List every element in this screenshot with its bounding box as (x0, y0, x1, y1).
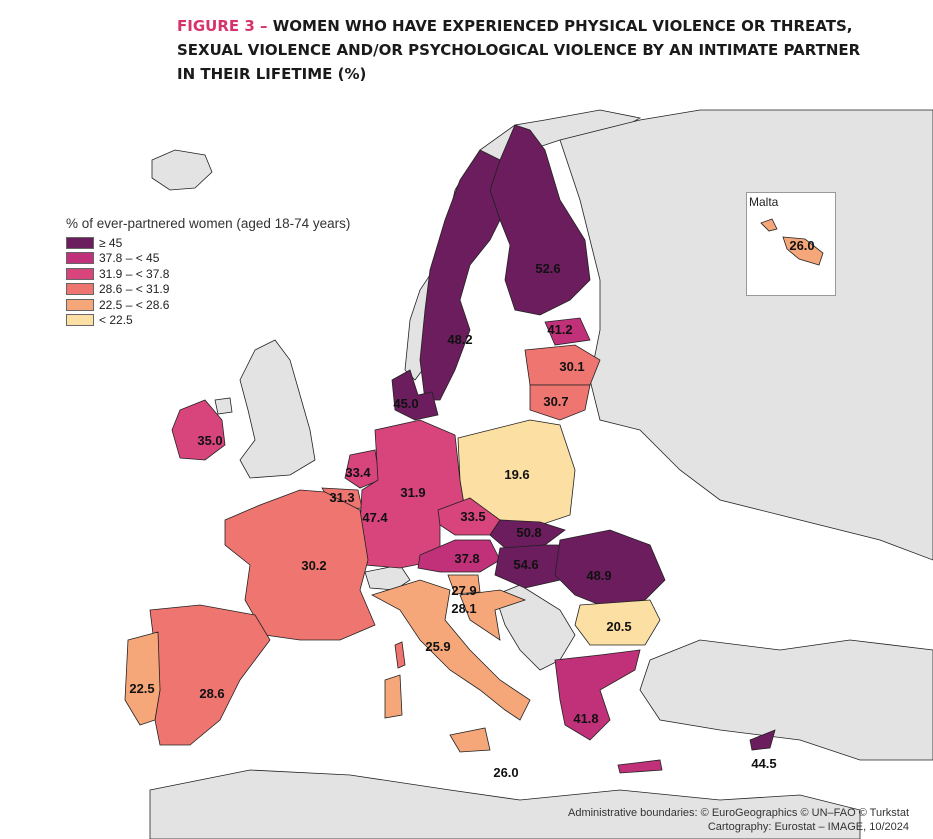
north-africa-shape (149, 769, 861, 839)
figure-label: FIGURE 3 – (177, 17, 273, 35)
value-estonia: 41.2 (547, 322, 572, 337)
france-shape (224, 489, 376, 641)
value-poland: 19.6 (504, 467, 529, 482)
bulgaria-shape (574, 599, 661, 646)
corsica-shape (394, 641, 406, 669)
value-portugal: 22.5 (129, 681, 154, 696)
footer-line-2: Cartography: Eurostat – IMAGE, 10/2024 (707, 821, 909, 833)
value-malta-inset: 26.0 (789, 238, 814, 253)
netherlands-shape (344, 449, 381, 489)
legend-row: < 22.5 (66, 313, 350, 329)
value-latvia: 30.1 (559, 359, 584, 374)
sardinia-shape (384, 674, 403, 719)
malta-inset-map: 26.0 (760, 218, 824, 266)
legend-row: 28.6 – < 31.9 (66, 282, 350, 298)
value-bulgaria: 20.5 (606, 619, 631, 634)
denmark-shape (391, 369, 439, 421)
iceland-shape (151, 149, 213, 191)
value-ireland: 35.0 (197, 433, 222, 448)
inset-label: Malta (749, 195, 779, 209)
value-belgium: 31.3 (329, 490, 354, 505)
legend-swatch (66, 283, 94, 296)
spain-shape (149, 604, 271, 746)
legend-swatch (66, 314, 94, 327)
eu-countries (124, 124, 776, 774)
value-slovakia: 50.8 (516, 525, 541, 540)
value-finland: 52.6 (535, 261, 560, 276)
slovenia-shape (447, 574, 481, 595)
austria-shape (417, 539, 501, 573)
footer-credits: Administrative boundaries: © EuroGeograp… (568, 806, 909, 834)
lithuania-shape (529, 384, 591, 421)
sicily-shape (449, 727, 491, 753)
legend-label: ≥ 45 (99, 235, 123, 250)
legend-row: 31.9 – < 37.8 (66, 266, 350, 282)
italy-shape (370, 579, 531, 721)
poland-shape (457, 419, 576, 526)
legend-swatch (66, 298, 94, 311)
ireland-shape (171, 399, 226, 461)
value-italy: 25.9 (425, 639, 450, 654)
legend-label: 31.9 – < 37.8 (99, 266, 170, 281)
value-slovenia: 27.9 (451, 583, 476, 598)
portugal-shape (124, 631, 161, 726)
legend-row: ≥ 45 (66, 235, 350, 251)
value-germany: 31.9 (400, 485, 425, 500)
figure-title: FIGURE 3 – WOMEN WHO HAVE EXPERIENCED PH… (177, 14, 897, 86)
value-czechia: 33.5 (460, 509, 485, 524)
value-cyprus: 44.5 (751, 756, 776, 771)
legend-row: 37.8 – < 45 (66, 251, 350, 267)
value-austria: 37.8 (454, 551, 479, 566)
malta-shape (760, 218, 824, 266)
value-labels: 52.6 48.2 41.2 30.1 30.7 45.0 35.0 33.4 … (129, 261, 776, 780)
value-sweden: 48.2 (447, 332, 472, 347)
value-romania: 48.9 (586, 568, 611, 583)
legend-label: 22.5 – < 28.6 (99, 297, 170, 312)
uk-shape (239, 339, 316, 479)
value-france: 30.2 (301, 558, 326, 573)
estonia-shape (544, 317, 591, 346)
turkey-shape (639, 639, 933, 761)
greece-shape (554, 649, 641, 741)
latvia-shape (524, 344, 601, 386)
footer-line-1: Administrative boundaries: © EuroGeograp… (567, 807, 909, 819)
legend-row: 22.5 – < 28.6 (66, 297, 350, 313)
russia-east-shape (559, 109, 933, 561)
legend-title: % of ever-partnered women (aged 18-74 ye… (66, 216, 351, 231)
cyprus-shape (749, 729, 776, 751)
value-netherlands: 33.4 (345, 465, 371, 480)
northern-ireland-shape (214, 397, 233, 415)
legend: % of ever-partnered women (aged 18-74 ye… (66, 216, 350, 328)
legend-label: 28.6 – < 31.9 (99, 282, 170, 297)
value-lithuania: 30.7 (543, 394, 568, 409)
title-line-2: SEXUAL VIOLENCE AND/OR PSYCHOLOGICAL VIO… (177, 41, 861, 59)
legend-label: 37.8 – < 45 (99, 251, 160, 266)
sweden-shape (419, 149, 501, 401)
value-croatia: 28.1 (451, 601, 476, 616)
legend-swatch (66, 267, 94, 280)
malta-inset: Malta 26.0 (746, 192, 836, 296)
value-hungary: 54.6 (513, 557, 538, 572)
crete-shape (617, 759, 663, 774)
non-eu-land (149, 109, 933, 839)
value-greece: 41.8 (573, 711, 598, 726)
title-line-1: WOMEN WHO HAVE EXPERIENCED PHYSICAL VIOL… (272, 17, 853, 35)
value-malta: 26.0 (493, 765, 518, 780)
title-line-3: IN THEIR LIFETIME (%) (177, 65, 367, 83)
finland-shape (489, 124, 591, 316)
value-denmark: 45.0 (393, 396, 418, 411)
legend-rows: ≥ 45 37.8 – < 45 31.9 – < 37.8 28.6 – < 31.… (66, 235, 350, 328)
legend-swatch (66, 236, 94, 249)
legend-swatch (66, 252, 94, 265)
croatia-shape (459, 589, 527, 641)
value-luxembourg: 47.4 (362, 510, 388, 525)
value-spain: 28.6 (199, 686, 224, 701)
legend-label: < 22.5 (99, 313, 133, 328)
